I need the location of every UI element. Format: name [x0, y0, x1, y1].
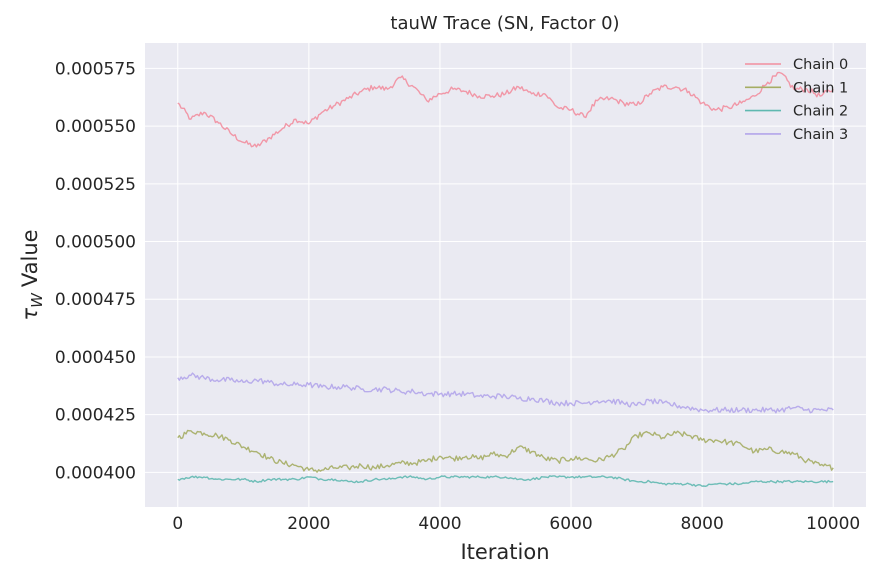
series-line-chain-0 — [177, 71, 834, 148]
y-axis-label-value: Value — [18, 229, 42, 287]
y-tick-label: 0.000550 — [55, 117, 136, 137]
series-lines — [177, 71, 834, 487]
x-tick-label: 0 — [172, 514, 183, 534]
legend-label: Chain 0 — [793, 57, 848, 73]
series-line-chain-1 — [177, 429, 834, 473]
y-tick-label: 0.000400 — [55, 463, 136, 483]
y-axis-label-symbol: τ — [18, 308, 42, 321]
legend: Chain 0 Chain 1 Chain 2 Chain 3 — [745, 57, 848, 143]
y-tick-label: 0.000450 — [55, 348, 136, 368]
x-tick-label: 6000 — [549, 514, 592, 534]
x-tick-label: 4000 — [418, 514, 461, 534]
x-tick-label: 2000 — [287, 514, 330, 534]
chart-title: tauW Trace (SN, Factor 0) — [390, 13, 619, 34]
x-axis-label: Iteration — [460, 540, 549, 564]
legend-label: Chain 2 — [793, 104, 848, 120]
y-axis-label-subscript: W — [28, 292, 46, 308]
y-axis-label: τW Value — [18, 229, 46, 320]
legend-label: Chain 3 — [793, 127, 848, 143]
legend-label: Chain 1 — [793, 80, 848, 96]
plot-background — [145, 43, 866, 507]
x-tick-label: 8000 — [681, 514, 724, 534]
y-tick-label: 0.000475 — [55, 290, 136, 310]
y-tick-label: 0.000525 — [55, 175, 136, 195]
x-tick-label: 10000 — [806, 514, 860, 534]
y-tick-labels: 0.000400 0.000425 0.000450 0.000475 0.000500… — [55, 59, 136, 483]
series-line-chain-3 — [177, 372, 834, 414]
grid-lines — [145, 43, 866, 507]
x-tick-labels: 0 2000 4000 6000 8000 10000 — [172, 514, 860, 534]
y-tick-label: 0.000575 — [55, 59, 136, 79]
y-tick-label: 0.000500 — [55, 233, 136, 253]
y-tick-label: 0.000425 — [55, 406, 136, 426]
series-line-chain-2 — [177, 475, 834, 487]
